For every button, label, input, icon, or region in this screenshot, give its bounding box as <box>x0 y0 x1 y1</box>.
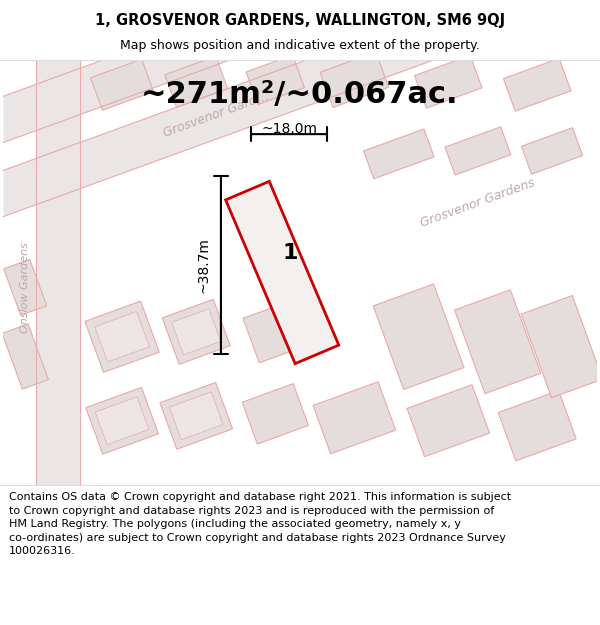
Polygon shape <box>243 301 308 363</box>
Polygon shape <box>226 181 339 364</box>
Text: Grosvenor Gardens: Grosvenor Gardens <box>419 176 537 230</box>
Polygon shape <box>4 259 47 315</box>
Polygon shape <box>165 56 227 108</box>
Text: ~271m²/~0.067ac.: ~271m²/~0.067ac. <box>141 80 459 109</box>
Polygon shape <box>313 382 395 454</box>
Text: Contains OS data © Crown copyright and database right 2021. This information is : Contains OS data © Crown copyright and d… <box>9 492 511 556</box>
Text: Grosvenor Gard…: Grosvenor Gard… <box>161 89 271 139</box>
Polygon shape <box>4 0 596 142</box>
Polygon shape <box>91 59 154 110</box>
Polygon shape <box>162 299 230 364</box>
Text: ~18.0m: ~18.0m <box>261 122 317 136</box>
Text: Onslow Gardens: Onslow Gardens <box>20 242 30 332</box>
Polygon shape <box>172 309 221 355</box>
Polygon shape <box>521 296 600 398</box>
Polygon shape <box>169 392 223 439</box>
Polygon shape <box>36 60 80 485</box>
Polygon shape <box>95 397 149 444</box>
Polygon shape <box>95 311 149 362</box>
Polygon shape <box>242 384 308 444</box>
Polygon shape <box>521 127 583 174</box>
Polygon shape <box>2 324 49 389</box>
Polygon shape <box>498 391 576 461</box>
Polygon shape <box>364 129 434 179</box>
Polygon shape <box>246 55 304 104</box>
Text: 1: 1 <box>283 242 298 262</box>
Text: 1, GROSVENOR GARDENS, WALLINGTON, SM6 9QJ: 1, GROSVENOR GARDENS, WALLINGTON, SM6 9Q… <box>95 13 505 28</box>
Polygon shape <box>373 284 464 389</box>
Polygon shape <box>415 56 482 108</box>
Polygon shape <box>407 385 490 457</box>
Text: Map shows position and indicative extent of the property.: Map shows position and indicative extent… <box>120 39 480 52</box>
Polygon shape <box>503 58 571 111</box>
Polygon shape <box>160 382 233 449</box>
Polygon shape <box>86 388 158 454</box>
Polygon shape <box>445 127 511 175</box>
Text: ~38.7m: ~38.7m <box>196 237 210 293</box>
Polygon shape <box>85 301 159 372</box>
Polygon shape <box>320 52 389 107</box>
Polygon shape <box>4 0 596 217</box>
Polygon shape <box>455 290 541 394</box>
